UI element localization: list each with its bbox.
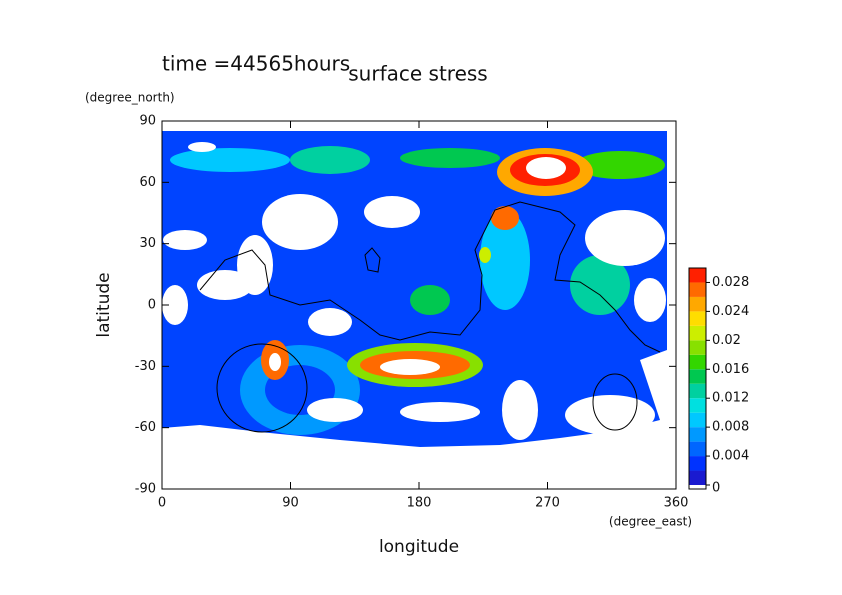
y-units: (degree_north) (85, 91, 175, 105)
colorbar-band (689, 441, 706, 457)
coastline (199, 201, 661, 433)
y-tick-label: 30 (139, 236, 156, 251)
chart-subtitle: time =44565hours (162, 52, 350, 76)
colorbar-band (689, 398, 706, 413)
colorbar-band (689, 296, 706, 312)
x-tick-label: 180 (407, 496, 432, 511)
colorbar-band (689, 383, 706, 399)
contour-field (162, 131, 667, 447)
colorbar-tick-label: 0.004 (712, 449, 749, 464)
colorbar-tick-label: 0.02 (712, 333, 741, 348)
x-tick-label: 360 (664, 496, 689, 511)
colorbar-band (689, 412, 706, 428)
colorbar-tick-label: 0.012 (712, 391, 749, 406)
y-tick-label: -90 (135, 482, 156, 497)
colorbar-tick-label: 0.028 (712, 275, 749, 290)
x-tick-label: 0 (158, 496, 166, 511)
colorbar-band (689, 340, 706, 355)
colorbar-tick-label: 0.008 (712, 420, 749, 435)
colorbar-tick-label: 0.024 (712, 304, 749, 319)
colorbar-band (689, 427, 706, 442)
y-tick-label: 60 (139, 175, 156, 190)
colorbar-band (689, 268, 706, 283)
colorbar-tick-label: 0 (712, 481, 720, 496)
y-tick-label: 0 (148, 298, 156, 313)
colorbar-frame (688, 267, 707, 490)
x-units: (degree_east) (609, 515, 692, 529)
x-tick-label: 270 (535, 496, 560, 511)
colorbar-band (689, 456, 706, 471)
x-tick-label: 90 (282, 496, 299, 511)
colorbar-tick-label: 0.016 (712, 362, 749, 377)
y-tick-label: 90 (139, 114, 156, 129)
y-axis-label: latitude (94, 272, 114, 337)
colorbar-band (689, 311, 706, 326)
colorbar-band (689, 354, 706, 370)
x-axis-label: longitude (379, 537, 459, 557)
colorbar-band (689, 282, 706, 297)
y-tick-label: -30 (135, 359, 156, 374)
chart-title: surface stress (348, 62, 487, 86)
colorbar-band (689, 470, 706, 485)
colorbar-band (689, 369, 706, 384)
colorbar-band (689, 325, 706, 341)
y-tick-label: -60 (135, 420, 156, 435)
